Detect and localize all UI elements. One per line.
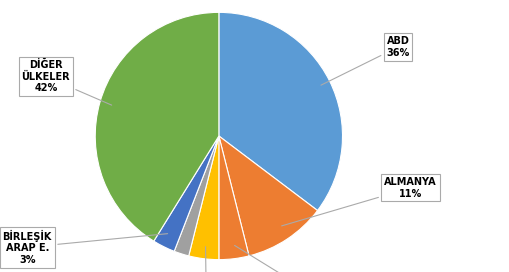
Text: DİĞER
ÜLKELER
42%: DİĞER ÜLKELER 42% [21, 60, 111, 105]
Wedge shape [189, 136, 219, 260]
Text: İTALYA
4%: İTALYA 4% [235, 245, 335, 272]
Wedge shape [219, 136, 249, 260]
Text: ABD
36%: ABD 36% [321, 36, 410, 85]
Wedge shape [174, 136, 219, 256]
Wedge shape [219, 136, 318, 256]
Text: İSVEÇ
4%: İSVEÇ 4% [190, 247, 222, 272]
Text: ALMANYA
11%: ALMANYA 11% [281, 177, 437, 226]
Wedge shape [95, 12, 219, 241]
Wedge shape [219, 12, 343, 211]
Text: BİRLEŞİK
ARAP E.
3%: BİRLEŞİK ARAP E. 3% [3, 230, 167, 265]
Wedge shape [154, 136, 219, 251]
